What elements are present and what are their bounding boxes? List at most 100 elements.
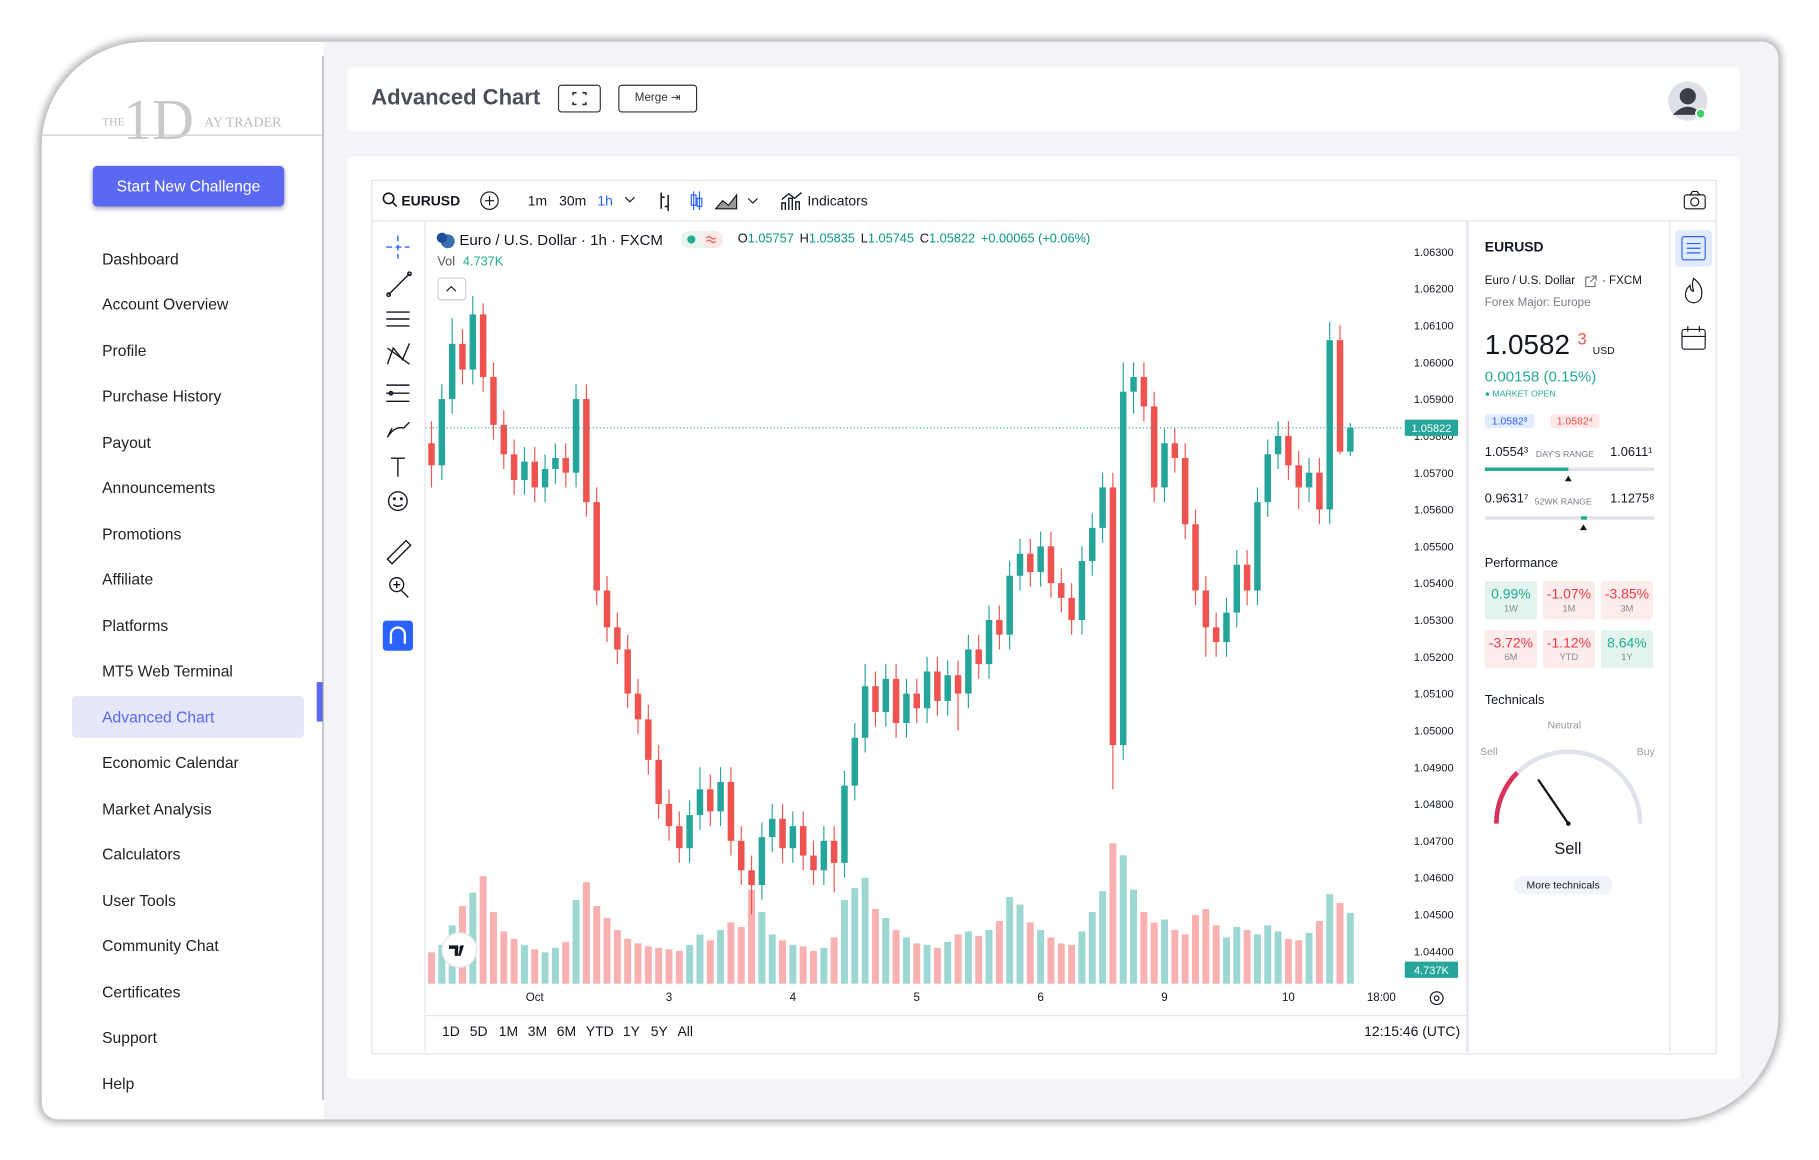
- nav-item[interactable]: Calculators: [72, 833, 304, 875]
- candle-body: [479, 314, 487, 377]
- fullscreen-button[interactable]: [557, 84, 601, 113]
- range-button[interactable]: 5D: [469, 1023, 488, 1040]
- market-status: [680, 230, 723, 249]
- volume-bar: [1099, 891, 1107, 984]
- symbol[interactable]: EURUSD: [401, 192, 461, 209]
- nav-item[interactable]: Payout: [72, 421, 304, 463]
- volume-bar: [1150, 922, 1158, 984]
- chart-style-icons[interactable]: [655, 188, 765, 214]
- candle-body: [779, 818, 786, 849]
- sidebar: THE 1D AY TRADER Start New Challenge Das…: [41, 55, 324, 1100]
- volume-bar: [913, 943, 921, 984]
- nav-item[interactable]: Economic Calendar: [72, 742, 304, 784]
- ohlc-value: 1.05745: [867, 232, 915, 246]
- range-button[interactable]: 3M: [527, 1023, 548, 1040]
- toolbar-divider: [372, 220, 1716, 222]
- y-tick-label: 1.06100: [1414, 320, 1454, 332]
- nav-item[interactable]: Market Analysis: [72, 788, 304, 830]
- candle-body: [1295, 465, 1302, 488]
- nav-item[interactable]: Community Chat: [72, 925, 304, 967]
- range-button[interactable]: 1Y: [622, 1023, 640, 1040]
- settings-icon[interactable]: [1428, 989, 1445, 1006]
- y-tick-label: 1.04900: [1414, 762, 1454, 774]
- volume-bar: [768, 934, 776, 984]
- search-icon[interactable]: [382, 191, 398, 208]
- indicators-button[interactable]: Indicators: [807, 192, 868, 209]
- indicators-icon[interactable]: [780, 189, 803, 212]
- more-technicals[interactable]: More technicals: [1513, 875, 1613, 895]
- candle-body: [1037, 546, 1044, 573]
- snapshot-button[interactable]: [1683, 190, 1706, 210]
- volume-bar: [1171, 929, 1179, 984]
- avatar[interactable]: [1667, 80, 1709, 122]
- volume-bar: [541, 952, 549, 984]
- interval-dropdown[interactable]: [623, 193, 637, 207]
- external-link[interactable]: [1585, 275, 1598, 288]
- performance-value: -1.07%: [1546, 585, 1591, 603]
- range-button[interactable]: YTD: [585, 1023, 614, 1040]
- candle-body: [1027, 553, 1034, 573]
- bottom-divider: [425, 1015, 1467, 1017]
- volume-bar: [675, 950, 683, 984]
- candle-body: [1305, 472, 1313, 488]
- range-button[interactable]: 1D: [441, 1023, 460, 1040]
- range-button[interactable]: 6M: [556, 1023, 577, 1040]
- nav-item[interactable]: Promotions: [72, 513, 304, 555]
- nav-item[interactable]: Support: [72, 1017, 304, 1059]
- nav-item[interactable]: Purchase History: [72, 375, 304, 417]
- volume-bar: [748, 889, 756, 984]
- y-tick-label: 1.04400: [1414, 946, 1454, 958]
- volume-bar: [1078, 931, 1086, 984]
- ohlc-key: C: [919, 232, 930, 246]
- candle-body: [707, 789, 714, 812]
- nav-item[interactable]: Certificates: [72, 971, 304, 1013]
- start-challenge-button[interactable]: Start New Challenge: [92, 165, 285, 207]
- candle-body: [1254, 502, 1261, 591]
- range-button[interactable]: 5Y: [650, 1023, 668, 1040]
- nav-item[interactable]: Announcements: [72, 467, 304, 509]
- volume-bar: [975, 935, 983, 984]
- y-tick-label: 1.05200: [1414, 652, 1454, 664]
- candle-body: [624, 649, 631, 694]
- range-button[interactable]: All: [677, 1023, 693, 1040]
- panel-name: Euro / U.S. Dollar: [1484, 274, 1576, 288]
- candle-body: [1192, 524, 1199, 591]
- volume-bar: [531, 949, 539, 984]
- nav-item[interactable]: Profile: [72, 329, 304, 371]
- merge-button[interactable]: Merge ⇥: [618, 84, 698, 113]
- nav-item[interactable]: Advanced Chart: [71, 696, 304, 738]
- panel-price: 1.0582: [1484, 329, 1570, 361]
- price-chart: 1.06300 1.06200 1.06100 1.06000 1.05900 1.058…: [425, 222, 1464, 1004]
- volume-bar: [1202, 909, 1210, 984]
- compare-button[interactable]: [479, 190, 500, 211]
- interval[interactable]: 30m: [559, 192, 587, 209]
- volume-bar: [1305, 932, 1313, 984]
- range-button[interactable]: 1M: [498, 1023, 519, 1040]
- performance-period: 1W: [1503, 603, 1518, 614]
- nav-item[interactable]: MT5 Web Terminal: [72, 650, 304, 692]
- nav-item[interactable]: Dashboard: [72, 238, 304, 280]
- nav-item[interactable]: User Tools: [72, 879, 304, 921]
- nav-item[interactable]: Help: [72, 1063, 304, 1105]
- y-tick-label: 1.05300: [1414, 615, 1454, 627]
- magnet-tool[interactable]: [382, 620, 413, 651]
- candle-body: [1243, 564, 1251, 591]
- collapse-legend[interactable]: [437, 277, 467, 301]
- y-tick-label: 1.05900: [1414, 394, 1454, 406]
- nav-item[interactable]: Affiliate: [72, 559, 304, 601]
- interval[interactable]: 1m: [527, 192, 548, 209]
- candle-body: [655, 759, 662, 805]
- y-tick-label: 1.06200: [1414, 284, 1454, 296]
- volume-bar: [1037, 929, 1045, 984]
- nav-label: Dashboard: [102, 249, 179, 268]
- nav-item[interactable]: Platforms: [72, 604, 304, 646]
- interval[interactable]: 1h: [597, 192, 613, 209]
- volume-bar: [964, 931, 972, 984]
- ohlc-key: H: [799, 232, 809, 246]
- nav-item[interactable]: Account Overview: [72, 284, 304, 326]
- x-tick-label: Oct: [526, 991, 545, 1004]
- volume-bar: [1346, 912, 1354, 984]
- nav-label: Purchase History: [102, 387, 222, 405]
- candle-body: [1181, 457, 1189, 525]
- candle-body: [1119, 391, 1127, 746]
